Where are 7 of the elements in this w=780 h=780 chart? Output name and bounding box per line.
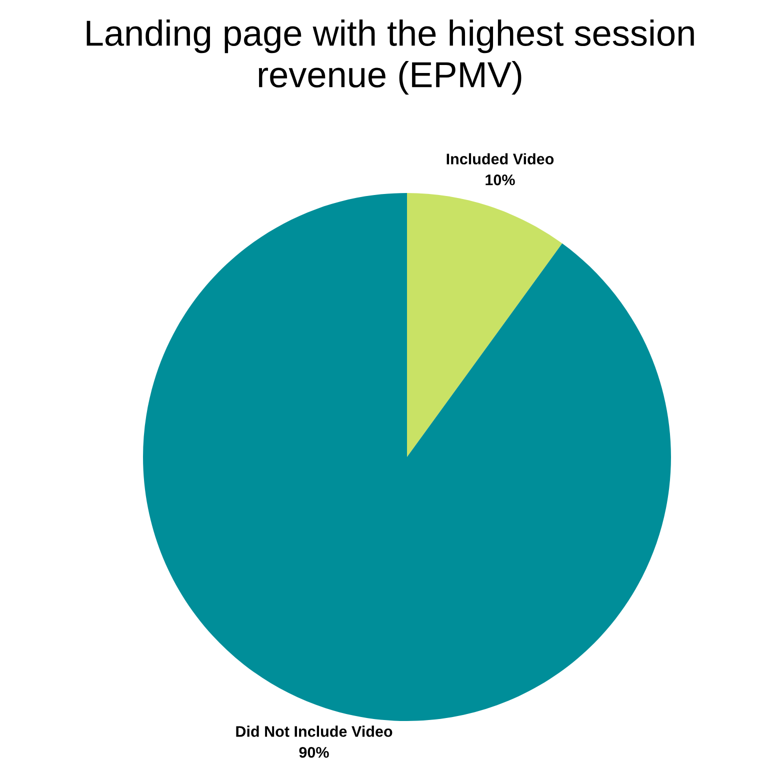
chart-title: Landing page with the highest session revenue (EPMV): [86, 20, 694, 95]
data-label: 90%: [299, 746, 329, 758]
slice-label: Included Video: [446, 153, 554, 164]
data-label: 10%: [486, 174, 515, 186]
pie-slice: [143, 193, 671, 721]
slice-label: Did Not Include Video: [236, 726, 392, 737]
pie-slice: [407, 193, 562, 457]
